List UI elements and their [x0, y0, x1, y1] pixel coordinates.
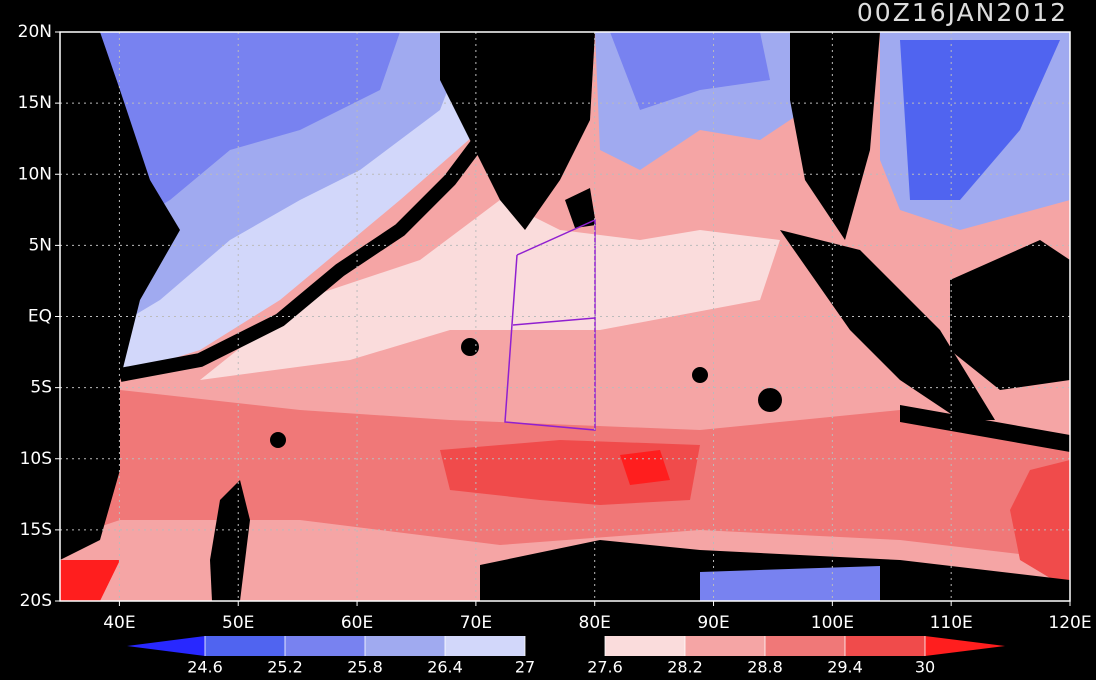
y-tick-label: 20N — [18, 22, 52, 42]
x-tick-label: 50E — [222, 613, 254, 633]
field-contour — [118, 135, 486, 382]
colorbar-segment — [285, 636, 365, 656]
colorbar-arrow — [925, 636, 1005, 656]
land — [780, 230, 995, 420]
field-region — [60, 560, 120, 601]
y-tick-label: 20S — [20, 591, 52, 611]
field-region — [700, 566, 880, 601]
colorbar-segment — [845, 636, 925, 656]
colorbar-label: 29.4 — [827, 658, 863, 677]
colorbar-segment — [205, 636, 285, 656]
colorbar-segment — [605, 636, 685, 656]
y-tick-label: 10S — [20, 449, 52, 469]
field-region — [1010, 460, 1070, 590]
colorbar: 24.6 25.2 25.8 26.4 27 27.6 28.2 28.8 29.4 30 — [127, 636, 1005, 677]
colorbar-label: 27 — [515, 658, 535, 677]
colorbar-label: 30 — [915, 658, 935, 677]
land — [565, 188, 596, 228]
y-tick-label: EQ — [28, 307, 52, 327]
x-tick-label: 110E — [930, 613, 973, 633]
field-region — [610, 32, 770, 110]
colorbar-label: 25.8 — [347, 658, 383, 677]
x-tick-label: 120E — [1048, 613, 1091, 633]
land — [440, 32, 595, 230]
colorbar-arrow — [127, 636, 205, 656]
field-region — [200, 200, 780, 380]
colorbar-label: 26.4 — [427, 658, 463, 677]
colorbar-segment — [685, 636, 765, 656]
field-region — [620, 450, 670, 485]
colorbar-segment — [365, 636, 445, 656]
colorbar-segment — [445, 636, 525, 656]
y-tick-label: 15N — [18, 93, 52, 113]
colorbar-label: 27.6 — [587, 658, 623, 677]
field-spot — [758, 388, 782, 412]
field-spot — [692, 367, 708, 383]
region-line — [512, 317, 596, 326]
x-tick-label: 80E — [579, 613, 611, 633]
land — [900, 405, 1070, 452]
plot-frame — [59, 31, 1071, 602]
x-tick-label: 60E — [341, 613, 373, 633]
colorbar-segment — [525, 636, 605, 656]
colorbar-segment — [765, 636, 845, 656]
y-tick-label: 10N — [18, 164, 52, 184]
x-tick-label: 90E — [697, 613, 729, 633]
colorbar-label: 25.2 — [267, 658, 303, 677]
y-tick-label: 15S — [20, 520, 52, 540]
field-region — [900, 40, 1060, 200]
x-tick-label: 100E — [811, 613, 854, 633]
colorbar-label: 24.6 — [187, 658, 223, 677]
land — [790, 32, 880, 240]
colorbar-label: 28.8 — [747, 658, 783, 677]
land — [950, 240, 1070, 390]
y-tick-label: 5N — [28, 235, 52, 255]
field-spot — [270, 432, 286, 448]
field-region — [90, 32, 400, 230]
land — [60, 32, 180, 560]
colorbar-label: 28.2 — [667, 658, 703, 677]
land — [210, 480, 250, 601]
x-tick-label: 40E — [103, 613, 135, 633]
x-tick-label: 70E — [460, 613, 492, 633]
y-tick-label: 5S — [30, 378, 52, 398]
field-spot — [461, 338, 479, 356]
map-title: 00Z16JAN2012 — [857, 0, 1068, 27]
